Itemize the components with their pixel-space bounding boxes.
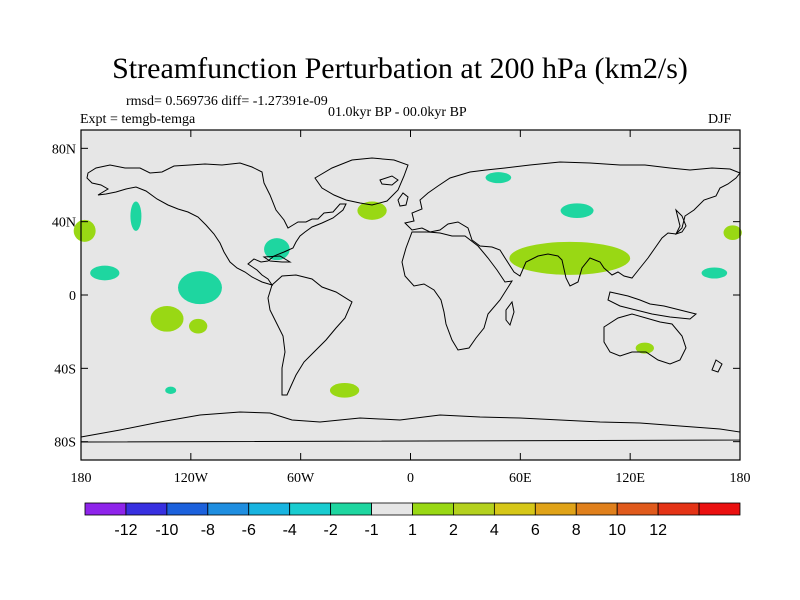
anomaly-west-pacific-north [723, 225, 742, 241]
coast-iceland [379, 175, 399, 186]
coast-cuba [262, 255, 292, 263]
colorbar-box [493, 502, 536, 516]
colorbar-label-1: 1 [408, 522, 417, 539]
colorbar-label--10: -10 [155, 522, 178, 539]
colorbar-box [84, 502, 127, 516]
anomaly-asia-band [509, 241, 631, 275]
colorbar-box [412, 502, 454, 516]
anomaly-east-pacific [178, 271, 222, 305]
colorbar-box [371, 502, 413, 516]
lon-label-0-180: 180 [71, 471, 92, 486]
anomaly-layer [73, 172, 742, 398]
colorbar-label--1: -1 [364, 522, 378, 539]
tick-layer [80, 130, 741, 460]
colorbar-label--4: -4 [283, 522, 297, 539]
colorbar-box [657, 502, 700, 516]
colorbar-label--2: -2 [324, 522, 338, 539]
anomaly-hawaii [90, 265, 120, 281]
anomaly-australia [635, 342, 654, 354]
colorbar-box [616, 502, 659, 516]
lon-label-6-180: 180 [730, 471, 751, 486]
anomaly-west-pacific [701, 267, 728, 279]
coast-madagascar [505, 300, 515, 327]
colorbar-label-12: 12 [649, 522, 667, 539]
colorbar-box [289, 502, 332, 516]
coast-japan [675, 208, 687, 235]
coast-antarctica [80, 411, 741, 443]
colorbar-label--12: -12 [114, 522, 137, 539]
colorbar-box [575, 502, 618, 516]
colorbar-label--8: -8 [201, 522, 215, 539]
anomaly-central-asia [560, 203, 594, 219]
colorbar-box [330, 502, 372, 516]
lat-label-80s: 80S [54, 436, 76, 451]
colorbar-label-10: 10 [608, 522, 626, 539]
lat-label-40s: 40S [54, 362, 76, 377]
anomaly-south-pacific [189, 318, 208, 334]
map-background [81, 130, 740, 460]
coast-north-america [86, 162, 347, 286]
lon-label-1-120w: 120W [174, 471, 209, 486]
experiment-label: Expt = temgb-temga [80, 112, 196, 127]
lon-label-4-60e: 60E [509, 471, 532, 486]
coast-africa [401, 231, 514, 351]
lon-label-2-60w: 60W [287, 471, 315, 486]
colorbar-label--6: -6 [242, 522, 256, 539]
colorbar-label-4: 4 [490, 522, 499, 539]
colorbar: -12 -10 -8 -6 -4 -2 -1 1 2 4 6 8 10 12 [84, 502, 741, 539]
anomaly-south-atlantic [329, 383, 360, 398]
anomaly-siberia [485, 172, 512, 184]
colorbar-label-2: 2 [449, 522, 458, 539]
lon-label-5-120e: 120E [615, 471, 645, 486]
axis-label-layer: 80N 40N 0 40S 80S 180 120W 60W 0 60E 120E 180 [52, 142, 751, 486]
anomaly-central-pacific-south [150, 306, 184, 332]
colorbar-label-8: 8 [572, 522, 581, 539]
coast-south-america [267, 274, 353, 396]
lat-label-0: 0 [69, 289, 76, 304]
lon-label-3-0: 0 [407, 471, 414, 486]
anomaly-dateline-north [73, 219, 96, 242]
season-label: DJF [708, 112, 732, 127]
anomaly-caribbean [264, 238, 290, 261]
colorbar-box [207, 502, 250, 516]
coast-greenland [314, 157, 409, 206]
stats-label: rmsd= 0.569736 diff= -1.27391e-09 [126, 94, 328, 109]
coast-british-isles [397, 192, 409, 207]
lat-label-40n: 40N [52, 216, 76, 231]
coastline-layer [80, 157, 741, 443]
anomaly-north-pacific-mid [130, 201, 142, 231]
coast-australia [603, 313, 687, 365]
coast-eurasia [404, 161, 741, 287]
lat-label-80n: 80N [52, 142, 76, 157]
colorbar-label-6: 6 [531, 522, 540, 539]
coast-new-zealand [711, 359, 723, 373]
colorbar-box [534, 502, 577, 516]
colorbar-box [453, 502, 495, 516]
anomaly-north-atlantic [357, 201, 387, 220]
coast-southeast-asia-islands [607, 291, 698, 320]
period-label: 01.0kyr BP - 00.0kyr BP [328, 105, 467, 120]
colorbar-box [166, 502, 209, 516]
colorbar-box [698, 502, 741, 516]
colorbar-box [125, 502, 168, 516]
colorbar-box [248, 502, 291, 516]
map-title: Streamfunction Perturbation at 200 hPa (… [112, 52, 688, 85]
anomaly-south-pacific-small [165, 386, 177, 395]
